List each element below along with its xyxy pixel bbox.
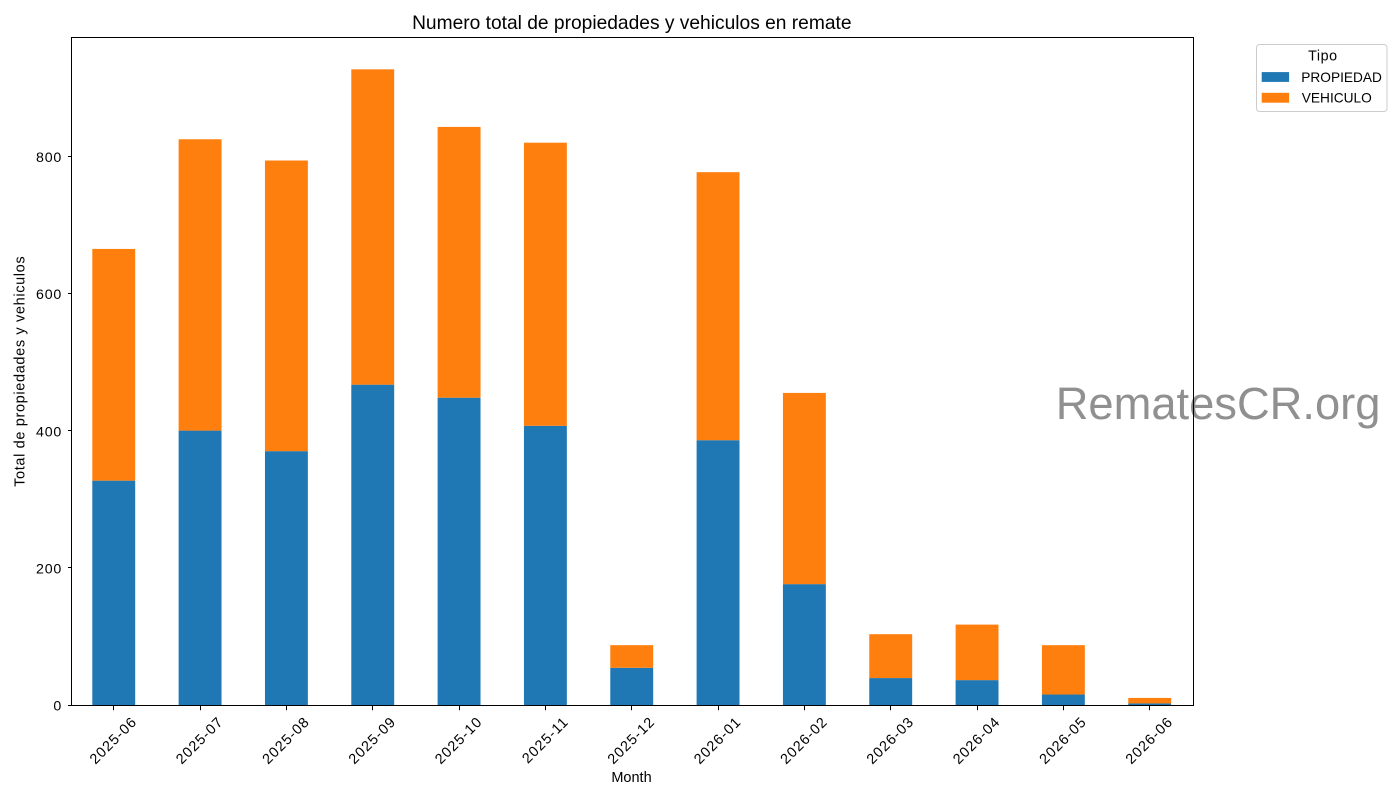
svg-text:800: 800 bbox=[36, 150, 62, 166]
svg-text:Numero total de propiedades y: Numero total de propiedades y vehiculos … bbox=[412, 13, 851, 34]
svg-text:400: 400 bbox=[36, 424, 62, 440]
svg-text:VEHICULO: VEHICULO bbox=[1302, 91, 1372, 106]
svg-text:600: 600 bbox=[36, 287, 62, 303]
svg-text:Month: Month bbox=[611, 770, 651, 786]
svg-text:0: 0 bbox=[53, 699, 62, 715]
svg-text:Total de propiedades y vehicul: Total de propiedades y vehiculos bbox=[13, 256, 29, 487]
svg-text:RematesCR.org: RematesCR.org bbox=[1056, 378, 1381, 429]
svg-text:Tipo: Tipo bbox=[1308, 49, 1337, 65]
svg-text:PROPIEDAD: PROPIEDAD bbox=[1301, 70, 1382, 85]
svg-text:200: 200 bbox=[36, 561, 62, 577]
